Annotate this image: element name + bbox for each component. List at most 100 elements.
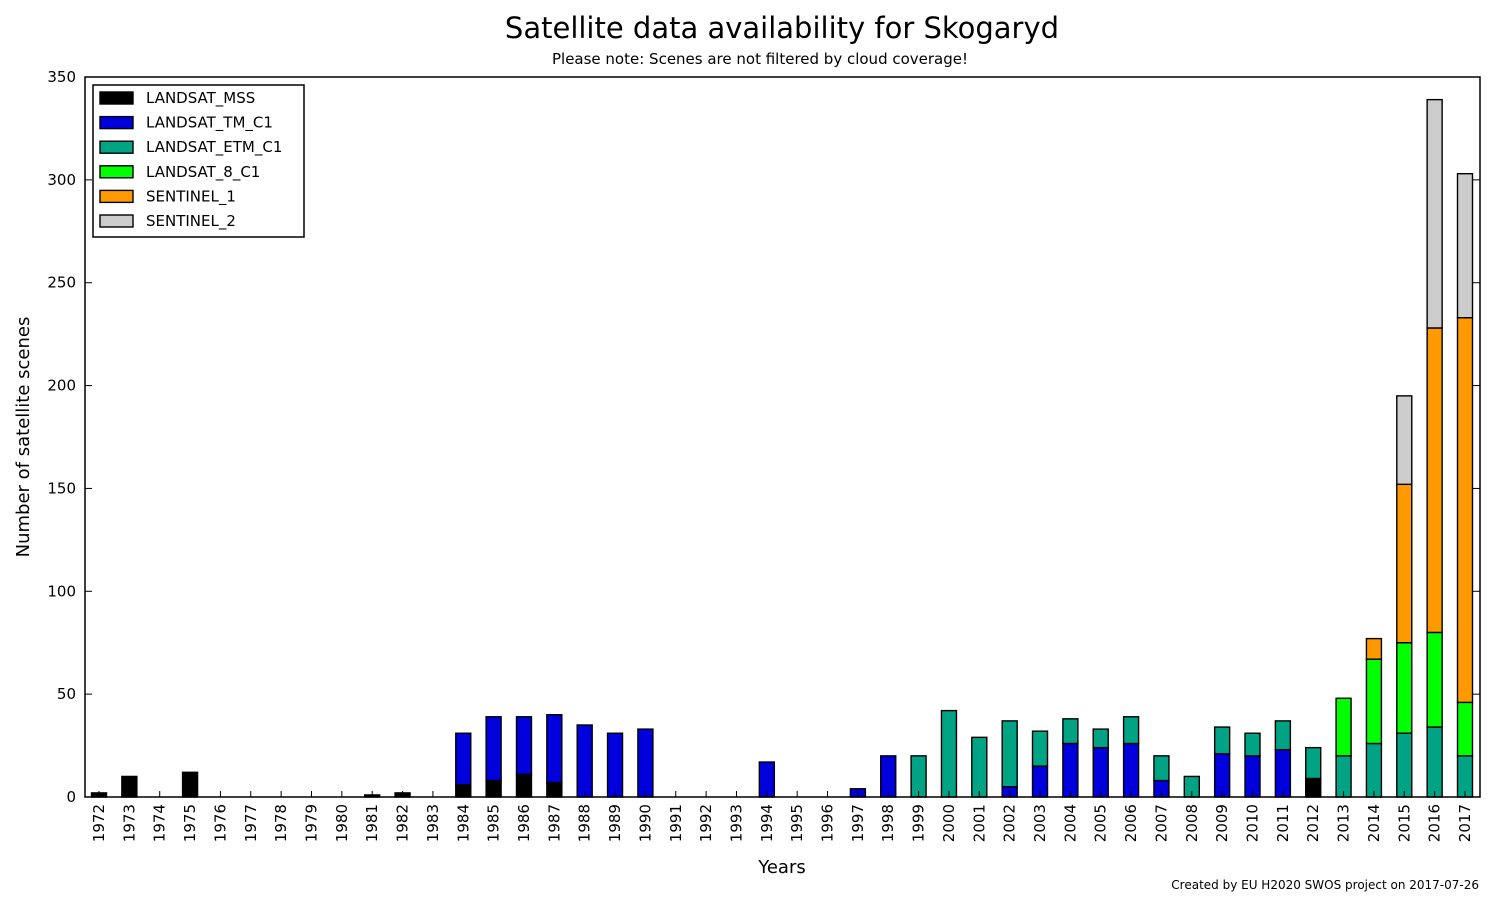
x-tick-label: 1981 [363, 804, 381, 842]
y-tick-label: 300 [47, 171, 76, 189]
x-tick-label: 1978 [272, 804, 290, 842]
legend: LANDSAT_MSS LANDSAT_TM_C1 LANDSAT_ETM_C1 LA… [92, 84, 305, 238]
y-tick-label: 200 [47, 377, 76, 395]
x-tick-label: 2013 [1335, 804, 1353, 842]
bar-landsat-tm-c1-2004 [1062, 742, 1079, 798]
x-tick-label: 1979 [302, 804, 320, 842]
bar-landsat-etm-c1-2009 [1213, 726, 1231, 755]
bar-sentinel-2-2017 [1456, 172, 1474, 319]
bar-landsat-tm-c1-2006 [1122, 742, 1140, 798]
bar-landsat-tm-c1-1986 [515, 716, 533, 776]
bar-landsat-etm-c1-2004 [1062, 718, 1079, 745]
x-tick-label: 2003 [1031, 804, 1049, 842]
x-tick-label: 2007 [1152, 804, 1170, 842]
x-tick-label: 2015 [1395, 804, 1413, 842]
legend-box [92, 84, 305, 238]
bar-landsat-etm-c1-2014 [1365, 742, 1383, 798]
legend-label: SENTINEL_1 [146, 187, 236, 206]
legend-label: LANDSAT_TM_C1 [146, 114, 273, 133]
bar-landsat-etm-c1-2007 [1153, 755, 1170, 782]
legend-swatch [99, 214, 134, 228]
bar-landsat-tm-c1-2009 [1213, 753, 1231, 798]
y-tick-label: 150 [47, 479, 76, 497]
credit-text: Created by EU H2020 SWOS project on 2017… [1171, 878, 1479, 892]
legend-label: LANDSAT_8_C1 [146, 163, 260, 182]
bar-sentinel-2-2016 [1426, 98, 1443, 329]
x-tick-label: 1988 [576, 804, 594, 842]
bar-landsat-etm-c1-1999 [910, 755, 927, 798]
bar-landsat-etm-c1-2003 [1031, 730, 1049, 767]
x-tick-label: 2006 [1122, 804, 1140, 842]
bar-landsat-etm-c1-2012 [1305, 746, 1322, 780]
bar-landsat-etm-c1-2002 [1001, 720, 1018, 788]
x-tick-label: 1991 [667, 804, 685, 842]
bar-landsat-etm-c1-2015 [1396, 732, 1413, 798]
x-tick-label: 2004 [1061, 804, 1079, 842]
x-tick-label: 1987 [545, 804, 563, 842]
x-tick-label: 1992 [697, 804, 715, 842]
x-axis-label: Years [757, 857, 806, 878]
legend-label: SENTINEL_2 [146, 212, 236, 231]
chart-subtitle: Please note: Scenes are not filtered by … [552, 50, 968, 68]
bar-landsat-tm-c1-2010 [1244, 755, 1261, 798]
x-tick-label: 2016 [1426, 804, 1444, 842]
chart-title: Satellite data availability for Skogaryd [505, 11, 1059, 45]
x-tick-label: 2014 [1365, 804, 1383, 842]
bar-sentinel-1-2017 [1456, 316, 1474, 704]
x-tick-label: 1990 [636, 804, 654, 842]
x-tick-label: 1998 [879, 804, 897, 842]
bars-group [90, 98, 1474, 798]
bar-landsat-8-c1-2014 [1365, 658, 1383, 745]
bar-sentinel-1-2015 [1396, 483, 1413, 644]
y-tick-label: 250 [47, 274, 76, 292]
x-tick-label: 1986 [515, 804, 533, 842]
bar-landsat-etm-c1-2013 [1335, 755, 1352, 798]
y-tick-label: 0 [66, 788, 76, 806]
bar-landsat-8-c1-2016 [1426, 631, 1443, 728]
x-tick-label: 2008 [1183, 804, 1201, 842]
plot-frame [84, 76, 1481, 798]
x-tick-label: 1997 [849, 804, 867, 842]
x-tick-label: 1982 [394, 804, 412, 842]
x-tick-label: 2012 [1304, 804, 1322, 842]
x-axis-ticks: 1972 1973 1974 1975 1976 1977 1978 1979 1980 1981… [90, 791, 1474, 842]
bar-landsat-tm-c1-1985 [485, 716, 502, 782]
x-tick-label: 1976 [211, 804, 229, 842]
bar-landsat-etm-c1-2016 [1426, 726, 1443, 798]
x-tick-label: 1975 [181, 804, 199, 842]
y-axis-ticks: 0 50 100 150 200 250 300 350 [47, 68, 1480, 806]
bar-sentinel-1-2014 [1365, 637, 1383, 660]
legend-label: LANDSAT_ETM_C1 [146, 138, 282, 157]
x-tick-label: 2000 [940, 804, 958, 842]
legend-swatch [99, 91, 134, 105]
bar-landsat-etm-c1-2017 [1456, 755, 1474, 798]
bar-landsat-8-c1-2015 [1396, 642, 1413, 734]
bar-sentinel-2-2015 [1396, 395, 1413, 486]
legend-swatch [99, 115, 134, 130]
x-tick-label: 1985 [485, 804, 503, 842]
legend-label: LANDSAT_MSS [146, 89, 255, 108]
x-tick-label: 1999 [910, 804, 928, 842]
y-tick-label: 50 [57, 685, 76, 703]
y-axis-label: Number of satellite scenes [13, 317, 34, 558]
legend-swatch [99, 140, 134, 154]
x-tick-label: 1973 [120, 804, 138, 842]
x-tick-label: 1974 [151, 804, 169, 842]
bar-landsat-tm-c1-2011 [1274, 748, 1292, 798]
x-tick-label: 2009 [1213, 804, 1231, 842]
x-tick-label: 1984 [454, 804, 472, 842]
bar-landsat-etm-c1-2001 [971, 736, 988, 798]
x-tick-label: 2011 [1274, 804, 1292, 842]
x-tick-label: 2002 [1001, 804, 1019, 842]
x-tick-label: 2017 [1456, 804, 1474, 842]
bar-landsat-etm-c1-2010 [1244, 732, 1261, 757]
legend-swatch [99, 189, 134, 204]
bar-landsat-8-c1-2017 [1456, 701, 1474, 757]
bar-landsat-tm-c1-2005 [1092, 746, 1109, 798]
x-tick-label: 2001 [970, 804, 988, 842]
bar-landsat-8-c1-2013 [1335, 697, 1352, 757]
x-tick-label: 1994 [758, 804, 776, 842]
bar-landsat-etm-c1-2005 [1092, 728, 1109, 749]
x-tick-label: 1993 [727, 804, 745, 842]
